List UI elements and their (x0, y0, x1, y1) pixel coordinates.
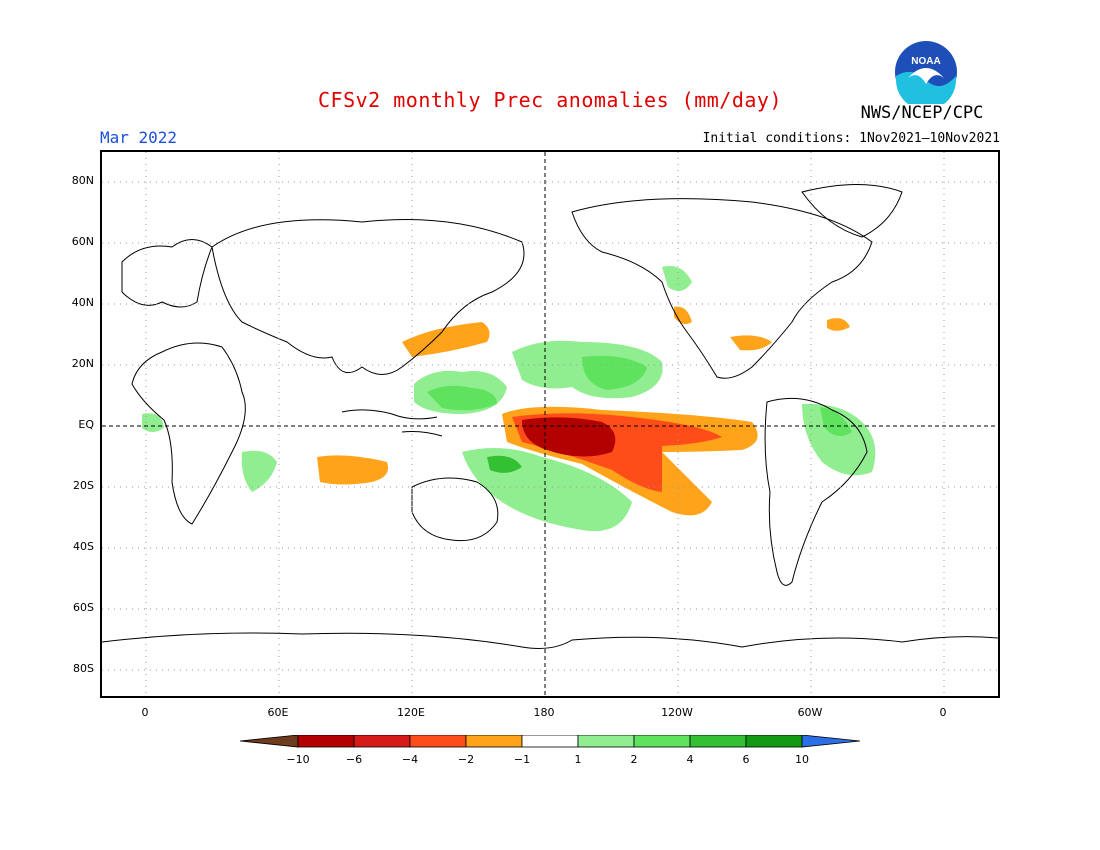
coastline-africa (131, 342, 246, 525)
lat-label: 40N (71, 296, 94, 309)
coastline-antarctica (102, 632, 998, 649)
map-canvas (102, 152, 998, 696)
color-bar-cell (745, 735, 803, 748)
color-bar-label: 10 (795, 753, 809, 766)
coastline-south-america (764, 397, 868, 586)
coastline-north-america (571, 198, 873, 379)
color-bar-cell (409, 735, 467, 748)
color-bar-cell (521, 735, 579, 748)
noaa-logo: NOAA (894, 40, 958, 110)
color-bar-cell (465, 735, 523, 748)
color-bar-label: 2 (630, 753, 638, 766)
lat-label: EQ (78, 418, 94, 431)
lat-label: 60S (73, 601, 94, 614)
organization-label: NWS/NCEP/CPC (860, 103, 984, 123)
color-bar-cell (353, 735, 411, 748)
coastline-australia (411, 477, 499, 542)
color-bar-label: 4 (686, 753, 694, 766)
dry-anomaly-gulf-of-mexico (730, 335, 772, 351)
color-bar-label: −4 (401, 753, 419, 766)
graticule (102, 152, 998, 696)
lon-label: 120W (661, 706, 693, 719)
coastline-indonesia (341, 409, 443, 437)
lon-label: 0 (939, 706, 947, 719)
color-bar-min-arrow (240, 735, 299, 748)
wet-anomaly-indian-ocean (241, 450, 277, 492)
initial-conditions: Initial conditions: 1Nov2021–10Nov2021 (702, 131, 1000, 146)
noaa-logo-emblem: NOAA (895, 41, 957, 110)
wet-anomaly-north-america (662, 266, 692, 291)
lon-label: 120E (397, 706, 425, 719)
anomaly-map (100, 150, 1000, 698)
wet-anomaly-amazon (802, 403, 876, 476)
reference-lines (102, 152, 998, 696)
lat-label: 80S (73, 662, 94, 675)
noaa-logo-text: NOAA (911, 56, 940, 67)
color-bar-max-arrow (801, 735, 860, 748)
wet-anomaly-west-pacific-core (427, 385, 497, 411)
coastlines (102, 184, 998, 649)
lon-label: 60E (267, 706, 289, 719)
lat-label: 20S (73, 479, 94, 492)
wet-anomaly-amazon-core (820, 407, 852, 436)
color-bar (240, 735, 860, 748)
color-bar-cell (297, 735, 355, 748)
coastline-greenland (801, 184, 903, 238)
color-bar-label: 1 (574, 753, 582, 766)
lat-label: 80N (71, 174, 94, 187)
anomaly-fields (142, 266, 876, 532)
wet-anomaly-africa-west (142, 413, 164, 432)
coastline-europe (121, 239, 213, 308)
color-bar-cell (633, 735, 691, 748)
color-bar-cell (577, 735, 635, 748)
color-bar-label: 6 (742, 753, 750, 766)
color-bar-label: −1 (513, 753, 531, 766)
lat-label: 60N (71, 235, 94, 248)
color-bar-label: −6 (345, 753, 363, 766)
wet-anomaly-north-pacific-core (582, 355, 647, 390)
dry-anomaly-subtropical-nw-pacific (402, 322, 490, 357)
color-bar-cell (689, 735, 747, 748)
lon-label: 180 (533, 706, 555, 719)
color-bar-label: −10 (286, 753, 310, 766)
lon-label: 0 (141, 706, 149, 719)
map-title: CFSv2 monthly Prec anomalies (mm/day) (317, 88, 783, 112)
wet-anomaly-south-pacific-core (487, 455, 522, 473)
lat-label: 20N (71, 357, 94, 370)
dry-anomaly-north-atlantic (827, 318, 850, 331)
dry-anomaly-indian-ocean (317, 455, 388, 485)
forecast-month: Mar 2022 (100, 128, 178, 147)
coastline-asia (211, 219, 525, 375)
color-bar-cells (240, 735, 860, 748)
lat-label: 40S (73, 540, 94, 553)
color-bar-label: −2 (457, 753, 475, 766)
lon-label: 60W (797, 706, 823, 719)
